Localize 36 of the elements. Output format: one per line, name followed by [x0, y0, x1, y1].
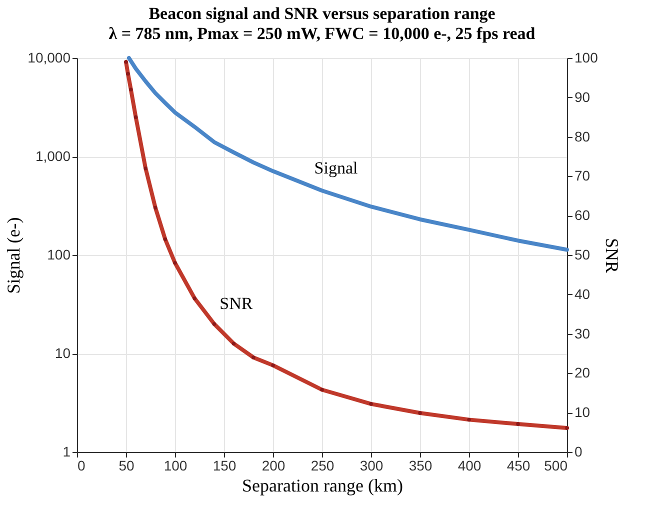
x-tick-label: 300 — [360, 458, 384, 474]
x-tick-label: 350 — [408, 458, 432, 474]
line-series — [124, 60, 569, 430]
x-tick-label: 200 — [262, 458, 286, 474]
y2-tick-label: 100 — [574, 50, 598, 66]
x-tick-label: 100 — [164, 458, 188, 474]
y2-tick-label: 30 — [574, 325, 590, 342]
y-tick-label: 1 — [62, 444, 71, 460]
x-tick-label: 250 — [310, 458, 334, 474]
y2-tick-label: 20 — [574, 364, 590, 381]
series-label: Signal — [314, 158, 358, 178]
y-tick-label: 10 — [54, 345, 71, 361]
x-tick-label: 400 — [458, 458, 482, 474]
x-tick-label: 450 — [506, 458, 530, 474]
x-axis-title: Separation range (km) — [242, 476, 403, 496]
chart-subtitle: λ = 785 nm, Pmax = 250 mW, FWC = 10,000 e-, 25 fps read — [108, 24, 536, 43]
series-label: SNR — [220, 294, 254, 313]
y2-tick-label: 40 — [574, 286, 590, 302]
x-tick-label: 0 — [78, 458, 86, 474]
y2-tick-label: 50 — [574, 246, 590, 262]
y2-tick-label: 90 — [574, 88, 590, 105]
y-tick-label: 1,000 — [35, 148, 71, 164]
y-tick-label: 100 — [47, 246, 71, 262]
y2-tick-label: 80 — [574, 128, 590, 144]
y2-tick-label: 0 — [574, 444, 582, 460]
x-tick-label: 50 — [118, 458, 134, 474]
y2-tick-label: 10 — [574, 404, 590, 420]
x-tick-label: 500 — [544, 458, 568, 474]
y-tick-label: 10,000 — [28, 50, 71, 66]
y2-axis-title: SNR — [602, 238, 622, 274]
x-tick-label: 150 — [212, 458, 236, 474]
line-series — [126, 56, 569, 252]
y-axis-title: Signal (e-) — [4, 217, 24, 294]
y2-tick-label: 70 — [574, 168, 590, 184]
y2-tick-label: 60 — [574, 207, 590, 224]
chart-title: Beacon signal and SNR versus separation range — [148, 4, 496, 23]
